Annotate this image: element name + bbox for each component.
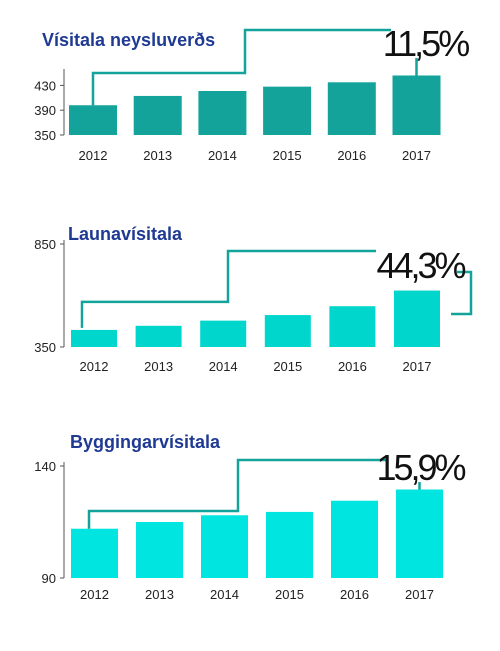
bar (392, 75, 441, 135)
x-tick-label: 2015 (273, 359, 302, 374)
y-tick-label: 90 (42, 571, 56, 586)
percent-change-label: 11,5% (383, 23, 469, 64)
chart-panel-2: Launavísitala 350 850 2012 2013 2014 2015 2016 2… (34, 224, 473, 374)
bar (263, 86, 312, 135)
x-tick-label: 2014 (210, 587, 239, 602)
x-tick-label: 2012 (80, 359, 109, 374)
bar (264, 315, 311, 347)
chart-title: Byggingarvísitala (70, 432, 221, 452)
x-tick-label: 2016 (337, 148, 366, 163)
x-tick-label: 2014 (208, 148, 237, 163)
bar (201, 515, 248, 578)
bar (198, 90, 247, 135)
bar (329, 306, 376, 347)
bar (71, 528, 118, 578)
bar (327, 82, 376, 135)
chart-panel-1: Vísitala neysluverðs 350 390 430 2012 2013 201… (34, 23, 472, 163)
bar (133, 95, 182, 135)
bracket-line (80, 249, 376, 328)
y-tick-label: 850 (34, 237, 56, 252)
bar (266, 511, 313, 578)
x-tick-label: 2013 (144, 359, 173, 374)
x-tick-label: 2017 (405, 587, 434, 602)
chart-panel-3: Byggingarvísitala 90 140 2012 2013 2014 2015 20… (34, 432, 468, 602)
x-tick-label: 2014 (209, 359, 238, 374)
x-tick-label: 2017 (403, 359, 432, 374)
x-tick-label: 2012 (80, 587, 109, 602)
x-tick-label: 2012 (79, 148, 108, 163)
bar (69, 105, 117, 135)
x-tick-label: 2016 (338, 359, 367, 374)
x-tick-label: 2013 (143, 148, 172, 163)
bar (331, 500, 378, 578)
bracket-line (91, 28, 391, 106)
y-tick-label: 140 (34, 459, 56, 474)
bar (200, 320, 247, 347)
bar (396, 489, 443, 578)
bar (135, 325, 182, 347)
x-tick-label: 2015 (275, 587, 304, 602)
y-tick-label: 390 (34, 103, 56, 118)
percent-change-label: 44,3% (376, 245, 465, 286)
percent-change-label: 15,9% (376, 447, 465, 488)
y-tick-label: 430 (34, 78, 56, 93)
x-tick-label: 2016 (340, 587, 369, 602)
y-tick-label: 350 (34, 128, 56, 143)
x-tick-label: 2015 (273, 148, 302, 163)
bracket-right-hook (451, 270, 473, 316)
y-tick-label: 350 (34, 340, 56, 355)
bracket-line (87, 458, 386, 529)
x-tick-label: 2017 (402, 148, 431, 163)
bar (394, 290, 440, 347)
x-tick-label: 2013 (145, 587, 174, 602)
chart-title: Vísitala neysluverðs (42, 30, 215, 50)
bar (71, 329, 117, 347)
chart-title: Launavísitala (68, 224, 183, 244)
bar (136, 522, 183, 578)
